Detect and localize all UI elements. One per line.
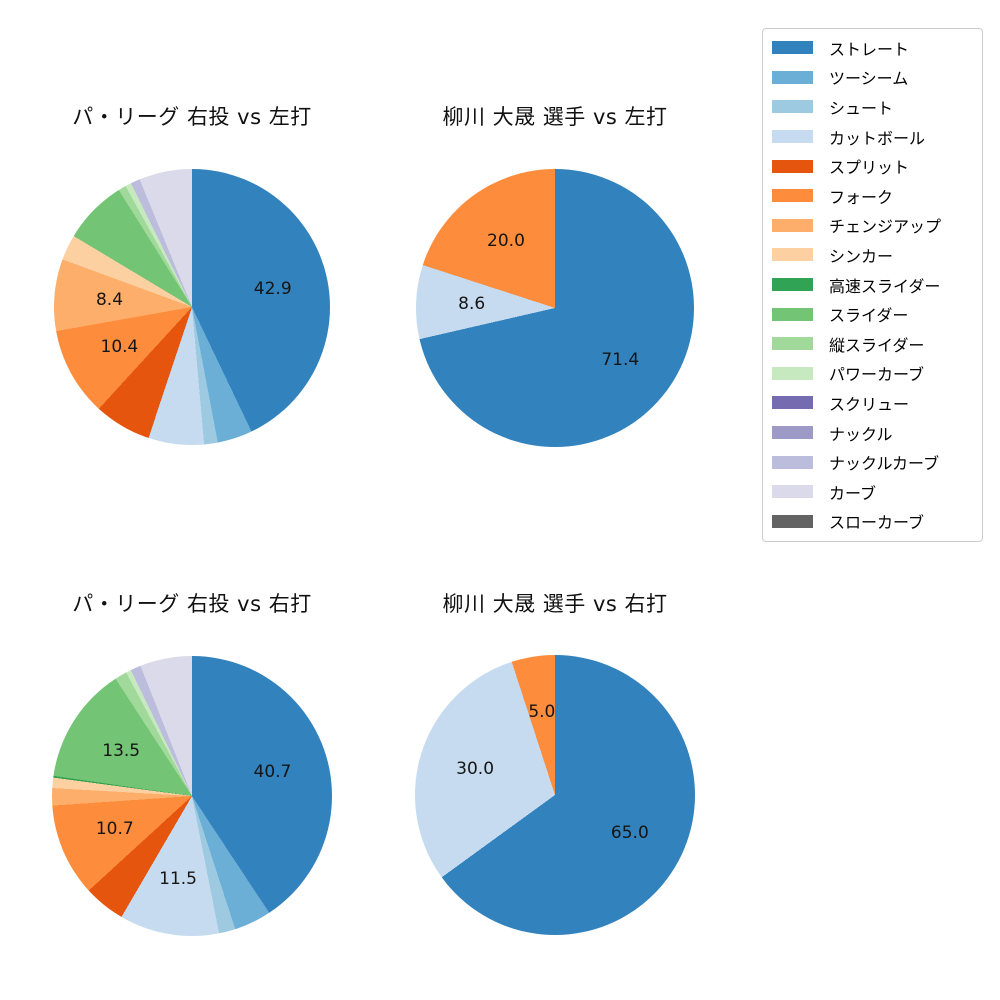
legend-item: カーブ — [772, 477, 974, 507]
legend-swatch — [772, 366, 813, 380]
legend-swatch — [772, 278, 813, 292]
chart-title-player-vs-lhb: 柳川 大晟 選手 vs 左打 — [442, 105, 668, 129]
legend-item-label: 高速スライダー — [829, 276, 941, 296]
legend-item: 縦スライダー — [772, 329, 974, 359]
percent-label: 10.7 — [95, 819, 134, 840]
legend-item: フォーク — [772, 181, 974, 211]
legend-swatch — [772, 100, 813, 114]
legend-item-label: フォーク — [829, 187, 894, 207]
pie-pa-league-vs-rhb — [52, 656, 332, 936]
legend-item-label: シンカー — [829, 246, 894, 266]
legend-item: スクリュー — [772, 388, 974, 418]
pie-player-vs-rhb — [415, 655, 695, 935]
legend-swatch — [772, 189, 813, 203]
legend-item-label: カーブ — [829, 483, 877, 503]
legend-item: チェンジアップ — [772, 211, 974, 241]
legend-item-label: ストレート — [829, 39, 910, 59]
legend-item-label: 縦スライダー — [829, 335, 925, 355]
legend-item-label: ナックルカーブ — [829, 454, 940, 474]
legend-swatch — [772, 130, 813, 144]
legend-item-label: ツーシーム — [829, 69, 909, 89]
legend-item: シュート — [772, 92, 974, 122]
legend-item-label: パワーカーブ — [829, 365, 925, 385]
legend-swatch — [772, 485, 813, 499]
legend-swatch — [772, 218, 813, 232]
legend-item: シンカー — [772, 240, 974, 270]
legend-item-label: スライダー — [829, 306, 909, 326]
legend-item-label: ナックル — [829, 424, 893, 444]
percent-label: 71.4 — [601, 349, 640, 370]
pie-player-vs-lhb — [416, 169, 694, 447]
percent-label: 20.0 — [487, 230, 525, 251]
legend-item: ストレート — [772, 33, 974, 63]
legend-swatch — [772, 337, 813, 351]
legend-swatch — [772, 159, 813, 173]
percent-label: 65.0 — [610, 823, 649, 844]
legend-item-label: カットボール — [829, 128, 926, 148]
legend-item: スローカーブ — [772, 507, 974, 537]
legend-item: カットボール — [772, 122, 974, 152]
percent-label: 40.7 — [253, 761, 292, 782]
legend-item: 高速スライダー — [772, 270, 974, 300]
chart-title-player-vs-rhb: 柳川 大晟 選手 vs 右打 — [442, 592, 668, 616]
legend-item-label: スクリュー — [829, 394, 910, 414]
legend-swatch — [772, 514, 813, 528]
legend-swatch — [772, 455, 813, 469]
legend-item-label: スプリット — [829, 158, 910, 178]
percent-label: 10.4 — [100, 336, 139, 357]
legend-swatch — [772, 248, 813, 262]
chart-title-pa-league-vs-rhb: パ・リーグ 右投 vs 右打 — [72, 592, 312, 616]
legend-item: パワーカーブ — [772, 359, 974, 389]
legend-item-label: シュート — [829, 98, 894, 118]
pie-pa-league-vs-lhb — [54, 169, 330, 445]
legend-item-label: チェンジアップ — [829, 217, 942, 237]
legend-item: ナックル — [772, 418, 974, 448]
percent-label: 30.0 — [456, 759, 495, 780]
percent-label: 5.0 — [528, 702, 556, 723]
legend-swatch — [772, 426, 813, 440]
legend-item: スライダー — [772, 299, 974, 329]
chart-title-pa-league-vs-lhb: パ・リーグ 右投 vs 左打 — [72, 105, 312, 129]
percent-label: 11.5 — [159, 868, 198, 889]
percent-label: 8.6 — [458, 294, 486, 315]
legend-swatch — [772, 396, 813, 410]
legend-swatch — [772, 70, 813, 84]
percent-label: 13.5 — [102, 740, 141, 761]
legend-item: ツーシーム — [772, 63, 974, 93]
legend-item-label: スローカーブ — [829, 513, 925, 533]
legend-swatch — [772, 41, 813, 55]
percent-label: 42.9 — [253, 278, 292, 299]
percent-label: 8.4 — [95, 289, 124, 310]
legend-item: ナックルカーブ — [772, 447, 974, 477]
legend: ストレートツーシームシュートカットボール スプリットフォークチェンジアップ シンカー… — [762, 28, 983, 542]
legend-item: スプリット — [772, 151, 974, 181]
legend-swatch — [772, 307, 813, 321]
